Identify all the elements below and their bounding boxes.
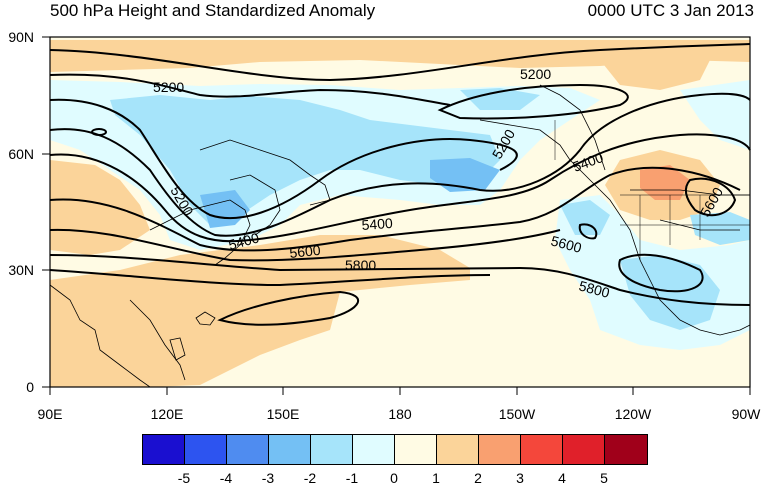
colorbar-swatch: [353, 435, 395, 464]
axis-ticks: [42, 36, 751, 395]
contour-label: 5400: [227, 229, 261, 253]
colorbar-swatch: [479, 435, 521, 464]
lon-label-90w: 90W: [731, 406, 761, 422]
colorbar: [142, 434, 648, 465]
lat-label-30n: 30N: [8, 262, 34, 278]
lat-label-90n: 90N: [8, 29, 34, 45]
contour-label: 5600: [289, 242, 322, 261]
colorbar-label: -4: [219, 470, 233, 486]
lon-label-120e: 120E: [150, 406, 184, 422]
contour-label: 5200: [153, 79, 184, 95]
colorbar-swatch: [605, 435, 647, 464]
small-closed-contour: [91, 128, 107, 136]
colorbar-swatch: [437, 435, 479, 464]
colorbar-label: 0: [390, 470, 398, 486]
colorbar-swatch: [269, 435, 311, 464]
colorbar-swatch: [563, 435, 605, 464]
contour-label: 5200: [520, 66, 551, 82]
colorbar-label: 4: [558, 470, 566, 486]
lon-label-150w: 150W: [498, 406, 536, 422]
colorbar-label: -5: [177, 470, 191, 486]
colorbar-swatch: [521, 435, 563, 464]
valid-time-label: 0000 UTC 3 Jan 2013: [587, 1, 754, 20]
political-boundaries: [554, 120, 750, 260]
colorbar-label: 2: [474, 470, 482, 486]
colorbar-swatch: [395, 435, 437, 464]
strong-positive-anomaly-shading: [640, 165, 690, 200]
lat-label-0: 0: [26, 379, 34, 395]
height-contours: [49, 43, 751, 326]
lon-label-150e: 150E: [266, 406, 300, 422]
contour-label: 5400: [361, 215, 393, 233]
colorbar-label: 5: [600, 470, 608, 486]
lon-label-120w: 120W: [614, 406, 652, 422]
colorbar-label: 3: [516, 470, 524, 486]
map-title: 500 hPa Height and Standardized Anomaly: [50, 1, 376, 20]
contour-label: 5600: [549, 232, 583, 256]
colorbar-label: 1: [432, 470, 440, 486]
colorbar-label: -3: [261, 470, 275, 486]
contour-label: 5800: [345, 257, 376, 273]
moderate-negative-anomaly-shading: [110, 88, 750, 330]
map-panel: 5200 5200 5200 5200 5400 5400 5400 5600 …: [42, 36, 751, 395]
colorbar-swatch: [311, 435, 353, 464]
lat-label-60n: 60N: [8, 146, 34, 162]
lon-label-90e: 90E: [37, 406, 63, 422]
colorbar-swatch: [185, 435, 227, 464]
colorbar-label: -2: [303, 470, 317, 486]
lon-label-180: 180: [388, 406, 412, 422]
colorbar-swatch: [227, 435, 269, 464]
colorbar-swatch: [143, 435, 185, 464]
contour-label: 5800: [577, 277, 611, 301]
colorbar-label: -1: [345, 470, 359, 486]
positive-anomaly-shading: [50, 40, 750, 387]
